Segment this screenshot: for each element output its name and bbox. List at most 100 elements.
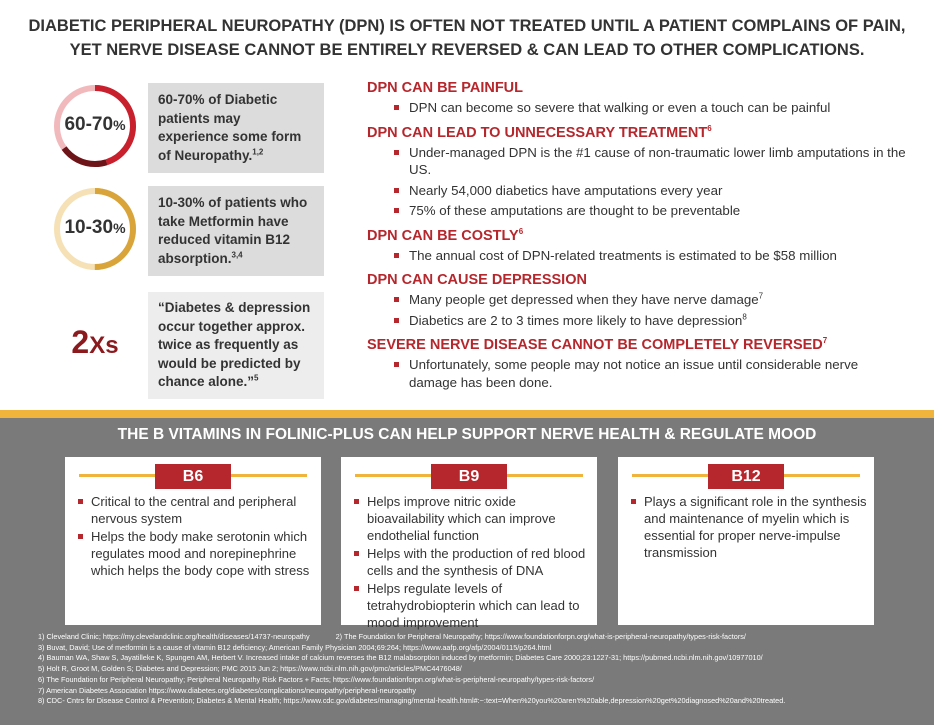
bullet: Many people get depressed when they have… [367,291,907,309]
superscript: 1,2 [252,147,264,156]
section: DPN CAN CAUSE DEPRESSION Many people get … [367,272,907,329]
ring [54,85,136,167]
figure-unit: % [113,117,126,133]
superscript: 7 [822,336,828,346]
vitamin-card: B9 Helps improve nitric oxide bioavailabi… [341,457,597,630]
bullet-list: Under-managed DPN is the #1 cause of non… [367,144,907,220]
bullet: Helps improve nitric oxide bioavailabili… [341,493,591,544]
stat-box: 10-30% of patients who take Metformin ha… [148,186,324,276]
vitamin-card: B6 Critical to the central and peripheral… [65,457,321,625]
ring-arc [54,85,136,167]
ring-arc [54,188,136,270]
vitamin-card: B12 Plays a significant role in the synth… [618,457,874,625]
bullet: The annual cost of DPN-related treatment… [367,247,907,265]
footnote: 3) Buvat, David; Use of metformin is a c… [38,642,552,652]
bullet: Plays a significant role in the synthesi… [618,493,868,561]
section-heading: DPN CAN BE PAINFUL [367,80,907,96]
bullet: Helps the body make serotonin which regu… [65,528,315,579]
figure-unit: % [113,220,126,236]
bullet-list: Helps improve nitric oxide bioavailabili… [341,493,591,632]
bullet-text: The annual cost of DPN-related treatment… [409,247,837,263]
superscript: 6 [707,123,712,133]
footnote-line: 5) Holt R, Groot M, Golden S; Diabetes a… [38,664,918,675]
footnotes: 1) Cleveland Clinic; https://my.clevelan… [38,632,918,707]
vitamin-label: B6 [155,464,231,489]
stat-figure: 60-70% [52,114,138,136]
bullet: Helps with the production of red blood c… [341,545,591,579]
bullet-text: Many people get depressed when they have… [409,292,759,307]
ring-arc [54,85,136,167]
bullet-text: Under-managed DPN is the #1 cause of non… [409,144,906,178]
superscript: 8 [742,312,747,322]
stat-figure: 10-30% [52,217,138,239]
heading-text: DPN CAN LEAD TO UNNECESSARY TREATMENT [367,124,708,141]
stat-box: 60-70% of Diabetic patients may experien… [148,83,324,173]
footnote-line: 6) The Foundation for Peripheral Neuropa… [38,675,918,686]
figure-number: 2 [71,324,90,360]
section: DPN CAN BE COSTLY6 The annual cost of DPN… [367,226,907,265]
vitamin-label: B12 [708,464,784,489]
bullet: Under-managed DPN is the #1 cause of non… [367,144,907,179]
stat-text: 60-70% of Diabetic patients may experien… [158,92,302,163]
stat-figure: 2Xs [52,324,138,361]
bullet: DPN can become so severe that walking or… [367,99,907,117]
stat-box: “Diabetes & depression occur together ap… [148,292,324,399]
stat-text: “Diabetes & depression occur together ap… [158,300,311,389]
bullet: Nearly 54,000 diabetics have amputations… [367,182,907,200]
footnote: 4) Bauman WA, Shaw S, Jayatilleke K, Spu… [38,653,763,663]
superscript: 7 [758,291,764,301]
heading-text: DPN CAN BE COSTLY [367,227,519,244]
figure-unit: Xs [89,332,119,359]
bullet-text: Unfortunately, some people may not notic… [409,357,859,390]
bullet-list: Plays a significant role in the synthesi… [618,493,868,562]
section-heading: DPN CAN BE COSTLY6 [367,226,907,244]
bullet-text: DPN can become so severe that walking or… [409,100,831,115]
bullet: 75% of these amputations are thought to … [367,202,907,220]
footnote-line: 7) American Diabetes Association https:/… [38,686,918,697]
superscript: 3,4 [231,250,243,259]
bullet-list: The annual cost of DPN-related treatment… [367,247,907,265]
bullet-list: Unfortunately, some people may not notic… [367,356,907,391]
heading-text: DPN CAN BE PAINFUL [367,80,524,96]
bullet-list: DPN can become so severe that walking or… [367,99,907,117]
vitamins-title: THE B VITAMINS IN FOLINIC-PLUS CAN HELP … [117,426,817,443]
bullet: Helps regulate levels of tetrahydrobiopt… [341,580,591,631]
section: DPN CAN BE PAINFUL DPN can become so seve… [367,80,907,117]
bullet: Diabetics are 2 to 3 times more likely t… [367,312,907,330]
footnote: 1) Cleveland Clinic; https://my.clevelan… [38,632,310,641]
footnote: 5) Holt R, Groot M, Golden S; Diabetes a… [38,664,462,674]
footnote-line: 8) CDC- Cntrs for Disease Control & Prev… [38,696,918,707]
figure-number: 10-30 [64,217,114,238]
bullet: Critical to the central and peripheral n… [65,493,315,527]
footnote-line: 3) Buvat, David; Use of metformin is a c… [38,643,918,654]
heading-text: DPN CAN CAUSE DEPRESSION [367,272,587,288]
section-heading: DPN CAN CAUSE DEPRESSION [367,272,907,288]
section-heading: DPN CAN LEAD TO UNNECESSARY TREATMENT6 [367,123,907,141]
bullet: Unfortunately, some people may not notic… [367,356,907,391]
footnote: 7) American Diabetes Association https:/… [38,685,417,695]
footnote: 2) The Foundation for Peripheral Neuropa… [335,632,746,641]
section: SEVERE NERVE DISEASE CANNOT BE COMPLETEL… [367,337,907,391]
footnote-line: 4) Bauman WA, Shaw S, Jayatilleke K, Spu… [38,653,918,664]
superscript: 6 [518,226,524,236]
bullet-text: 75% of these amputations are thought to … [409,203,741,218]
section: DPN CAN LEAD TO UNNECESSARY TREATMENT6 Un… [367,123,907,220]
footnote-line: 1) Cleveland Clinic; https://my.clevelan… [38,632,918,643]
footnote: 8) CDC- Cntrs for Disease Control & Prev… [38,696,786,706]
section-heading: SEVERE NERVE DISEASE CANNOT BE COMPLETEL… [367,337,907,353]
vitamin-label: B9 [431,464,507,489]
gold-band [0,410,934,418]
heading-text: SEVERE NERVE DISEASE CANNOT BE COMPLETEL… [367,337,823,353]
bullet-text: Diabetics are 2 to 3 times more likely t… [409,312,743,328]
superscript: 5 [254,373,259,383]
bullet-list: Many people get depressed when they have… [367,291,907,329]
footnote: 6) The Foundation for Peripheral Neuropa… [38,674,595,684]
bullet-list: Critical to the central and peripheral n… [65,493,315,580]
figure-number: 60-70 [64,114,114,135]
stat-text: 10-30% of patients who take Metformin ha… [158,195,308,266]
bullet-text: Nearly 54,000 diabetics have amputations… [409,182,723,198]
header-title: DIABETIC PERIPHERAL NEUROPATHY (DPN) IS … [28,17,906,59]
sections: DPN CAN BE PAINFUL DPN can become so seve… [367,80,907,399]
ring [54,188,136,270]
